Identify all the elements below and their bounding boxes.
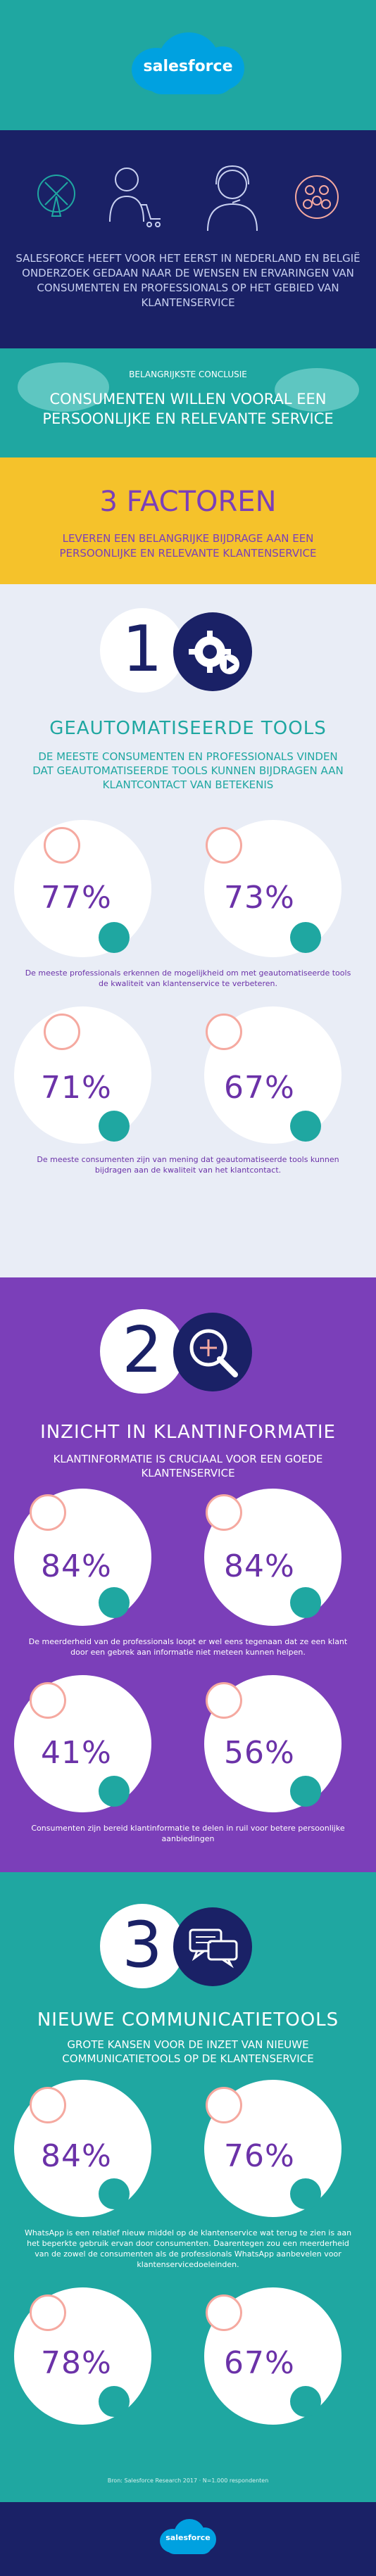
stat-value: 84% [224,1548,295,1584]
stat-value: 67% [224,2345,295,2381]
section-number: 1 [122,612,163,686]
cluster-icon [290,2386,321,2417]
caption: De meerderheid van de professionals loop… [28,1637,348,1657]
factors-text: LEVEREN EEN BELANGRIJKE BIJDRAGE AAN EEN… [59,532,317,560]
stat-value: 77% [41,880,112,916]
cart-icon [99,2178,130,2209]
salesforce-logo[interactable]: salesforce [132,28,244,99]
person-icon [206,1682,242,1719]
stat-value: 67% [224,1070,295,1106]
section3-title: NIEUWE COMMUNICATIETOOLS [37,2009,339,2031]
stat-value: 73% [224,880,295,916]
stat-value: 76% [224,2138,295,2174]
person-icon [30,2087,66,2123]
person-icon [206,2087,242,2123]
person-icon [206,1014,242,1050]
cluster-icon [290,2178,321,2209]
stat-value: 56% [224,1735,295,1771]
intro-text: SALESFORCE HEEFT VOOR HET EERST IN NEDER… [15,252,361,309]
magnifier-icon [173,1313,252,1391]
conclusion-section: BELANGRIJKSTE CONCLUSIE CONSUMENTEN WILL… [0,348,376,457]
number-circle-3: 3 [100,1904,184,1988]
headset-agent-icon [201,162,264,232]
caption: Consumenten zijn bereid klantinformatie … [31,1824,345,1843]
section2-title: INZICHT IN KLANTINFORMATIE [40,1422,336,1443]
factors-section: 3 FACTOREN LEVEREN EEN BELANGRIJKE BIJDR… [0,457,376,584]
cart-icon [99,1587,130,1618]
cart-icon [99,922,130,953]
caption: De meeste professionals erkennen de moge… [25,968,351,988]
person-icon [30,1682,66,1719]
number-circle-2: 2 [100,1309,184,1394]
section-customer-insight: 2 INZICHT IN KLANTINFORMATIE KLANTINFORM… [0,1277,376,1872]
section-number: 3 [122,1908,163,1982]
chat-bubbles-icon [173,1907,252,1986]
number-circle-1: 1 [100,608,184,693]
section-number: 2 [122,1313,163,1387]
person-icon [30,2294,66,2331]
footer-logo-text: salesforce [165,2533,211,2542]
person-icon [30,1494,66,1531]
factors-title: 3 FACTOREN [99,486,277,518]
section2-subtitle: KLANTINFORMATIE IS CRUCIAAL VOOR EEN GOE… [53,1453,323,1479]
cluster-icon [290,1776,321,1807]
footer-salesforce-logo[interactable]: salesforce [160,2518,216,2556]
person-icon [206,827,242,864]
logo-text: salesforce [143,58,233,75]
cluster-icon [290,1111,321,1142]
footer-section: salesforce [0,2502,376,2576]
caption: De meeste consumenten zijn van mening da… [37,1155,339,1175]
cart-icon [99,2386,130,2417]
source-note: Bron: Salesforce Research 2017 · N=1.000… [107,2477,269,2484]
section-automated-tools: 1 GEAUTOMATISEERDE TOOLS DE MEESTE CONSU… [0,584,376,1277]
stat-value: 41% [41,1735,112,1771]
stat-value: 84% [41,1548,112,1584]
cluster-icon [290,1587,321,1618]
stat-value: 84% [41,2138,112,2174]
stat-value: 71% [41,1070,112,1106]
cart-icon [99,1111,130,1142]
person-icon [206,1494,242,1531]
windmill-icon [35,172,77,222]
person-icon [206,2294,242,2331]
gear-play-icon [173,612,252,691]
section3-subtitle: GROTE KANSEN VOOR DE INZET VAN NIEUWE CO… [62,2038,314,2065]
stat-value: 78% [41,2345,112,2381]
cluster-icon [290,922,321,953]
shopping-person-icon [106,165,162,229]
cluster-icon [292,172,341,222]
caption: WhatsApp is een relatief nieuw middel op… [24,2228,352,2269]
person-icon [44,827,80,864]
intro-section: SALESFORCE HEEFT VOOR HET EERST IN NEDER… [0,130,376,348]
section1-title: GEAUTOMATISEERDE TOOLS [49,718,327,739]
cart-icon [99,1776,130,1807]
header-section: salesforce [0,0,376,130]
conclusion-label: BELANGRIJKSTE CONCLUSIE [129,370,247,379]
section-new-communication-tools: 3 NIEUWE COMMUNICATIETOOLS GROTE KANSEN … [0,1872,376,2502]
person-icon [44,1014,80,1050]
conclusion-text: CONSUMENTEN WILLEN VOORAL EEN PERSOONLIJ… [42,391,334,427]
section1-subtitle: DE MEESTE CONSUMENTEN EN PROFESSIONALS V… [32,750,344,791]
